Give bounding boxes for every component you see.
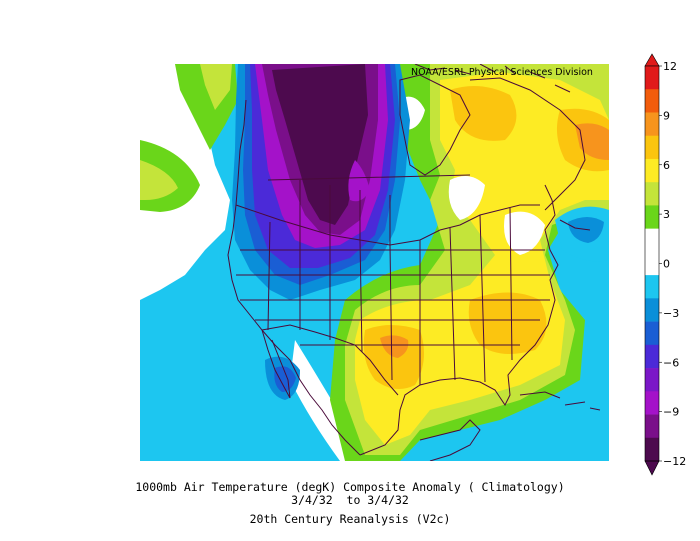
field-gold-hudson bbox=[450, 86, 517, 141]
colorbar-segment bbox=[645, 135, 659, 160]
field-deep-purple-tongue bbox=[272, 64, 368, 225]
colorbar-tick-label: 12 bbox=[663, 60, 677, 73]
field-zero-greatlakes bbox=[448, 176, 485, 220]
colorbar-tick-label: −3 bbox=[663, 307, 679, 320]
colorbar-segment bbox=[645, 368, 659, 392]
province-lines bbox=[267, 174, 471, 245]
coast-newfoundland bbox=[559, 219, 591, 231]
colorbar-segment bbox=[645, 66, 659, 90]
map-field bbox=[140, 64, 609, 461]
colorbar-tick-label: −6 bbox=[663, 356, 679, 369]
border-us-mexico bbox=[261, 324, 399, 396]
colorbar-segment bbox=[645, 182, 659, 206]
colorbar-tick-label: 6 bbox=[663, 159, 670, 172]
field-gold-southeast bbox=[468, 292, 547, 354]
colorbar-segment bbox=[645, 437, 659, 462]
colorbar-segment bbox=[645, 89, 659, 113]
colorbar-segment bbox=[645, 344, 659, 369]
colorbar-segment bbox=[645, 321, 659, 346]
coast-yucatan bbox=[419, 419, 481, 461]
field-yellowgreen-north bbox=[200, 64, 232, 110]
border-canada-us bbox=[235, 204, 540, 246]
colorbar-segment bbox=[645, 414, 659, 439]
colorbar-segment bbox=[645, 298, 659, 322]
caption-dates: 3/4/32 to 3/4/32 bbox=[291, 493, 409, 507]
coast-caribbean bbox=[519, 391, 601, 411]
field-magenta-manitoba bbox=[348, 160, 370, 202]
colorbar-tick-label: −9 bbox=[663, 406, 679, 419]
colorbar-arrow-bottom bbox=[644, 460, 660, 476]
colorbar-segment bbox=[645, 158, 659, 183]
colorbar: 12 9 6 3 0 −3 −6 −9 −12 bbox=[644, 53, 686, 476]
colorbar-tick-label: −12 bbox=[663, 455, 686, 468]
coast-labrador bbox=[469, 77, 586, 211]
state-lines-ns bbox=[267, 207, 513, 385]
field-blue-atlantic bbox=[568, 217, 604, 243]
field-zero-southwest bbox=[290, 340, 380, 461]
colorbar-segment bbox=[645, 251, 659, 276]
colorbar-segment bbox=[645, 275, 659, 299]
colorbar-tick-label: 3 bbox=[663, 208, 670, 221]
field-darkblue-baja bbox=[274, 366, 296, 392]
field-orange-texas bbox=[380, 335, 409, 358]
colorbar-segment bbox=[645, 391, 659, 415]
coast-hudson-bay bbox=[399, 74, 471, 176]
state-lines-ew bbox=[236, 249, 550, 346]
colorbar-arrow-top bbox=[644, 53, 660, 67]
colorbar-segment bbox=[645, 205, 659, 229]
colorbar-segment bbox=[645, 112, 659, 137]
field-yellowgreen-pacific bbox=[140, 160, 178, 200]
credit-text: NOAA/ESRL Physical Sciences Division bbox=[411, 67, 593, 78]
caption-source: 20th Century Reanalysis (V2c) bbox=[249, 512, 451, 526]
field-zero-newengland bbox=[504, 211, 545, 255]
map-outlines bbox=[227, 64, 601, 461]
coast-baja bbox=[261, 329, 291, 399]
coast-gulf-atlantic bbox=[359, 184, 559, 456]
caption-title: 1000mb Air Temperature (degK) Composite … bbox=[135, 480, 565, 494]
colorbar-tick-label: 9 bbox=[663, 109, 670, 122]
colorbar-tick-label: 0 bbox=[663, 258, 670, 271]
coast-arctic bbox=[414, 64, 571, 93]
field-gold-texas bbox=[363, 325, 424, 389]
colorbar-segment bbox=[645, 228, 659, 253]
coast-west bbox=[227, 99, 361, 456]
